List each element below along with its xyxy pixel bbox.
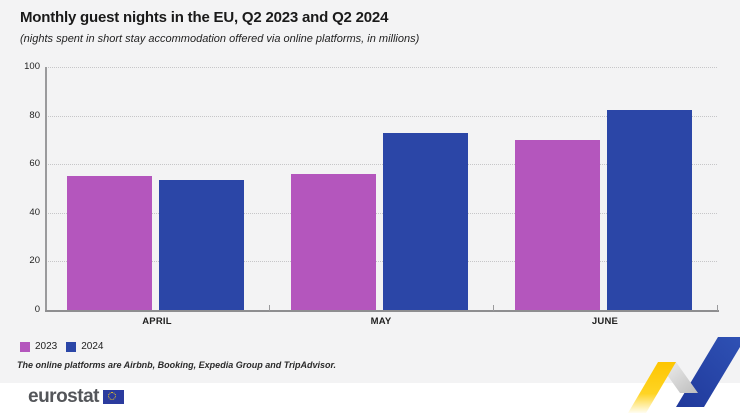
gridline-20 xyxy=(45,261,717,263)
y-axis-line xyxy=(45,67,47,310)
eurostat-logo-text: eurostat xyxy=(28,386,99,407)
bar-2023-april xyxy=(67,176,152,310)
legend-item-2024: 2024 xyxy=(66,341,104,352)
legend-label: 2023 xyxy=(35,341,58,352)
x-axis-label-april: APRIL xyxy=(142,316,172,327)
bar-2024-june xyxy=(607,109,692,310)
bar-2024-may xyxy=(383,132,468,310)
y-axis-label-40: 40 xyxy=(29,206,40,218)
legend-item-2023: 2023 xyxy=(20,341,57,352)
footer-strip: eurostat xyxy=(0,383,740,413)
footnote: The online platforms are Airbnb, Booking… xyxy=(17,360,337,370)
x-axis-tick xyxy=(493,305,494,311)
y-axis-label-0: 0 xyxy=(34,304,40,315)
bar-2023-may xyxy=(291,173,376,310)
gridline-100 xyxy=(45,67,717,68)
x-axis-tick xyxy=(269,305,270,311)
x-axis-tick xyxy=(717,305,718,311)
gridline-60 xyxy=(45,164,717,166)
chart-subtitle: (nights spent in short stay accommodatio… xyxy=(20,33,420,45)
bar-2024-april xyxy=(159,179,244,310)
legend-swatch-2024 xyxy=(66,341,77,352)
chart-title: Monthly guest nights in the EU, Q2 2023 … xyxy=(20,9,389,26)
x-axis-line xyxy=(45,310,719,312)
legend-swatch-2023 xyxy=(20,341,30,352)
bar-2023-june xyxy=(515,139,600,310)
eurostat-logo: eurostat xyxy=(28,386,124,408)
eurostat-zigzag-decoration-icon xyxy=(628,337,740,413)
legend-label: 2024 xyxy=(81,341,104,352)
x-axis-label-june: JUNE xyxy=(591,316,619,327)
y-axis-label-60: 60 xyxy=(29,158,40,170)
y-axis-label-80: 80 xyxy=(29,109,40,121)
chart-legend: 2023 2024 xyxy=(20,341,104,352)
gridline-80 xyxy=(45,115,717,117)
eu-flag-icon xyxy=(102,390,124,404)
y-axis-label-20: 20 xyxy=(29,255,40,267)
y-axis-label-100: 100 xyxy=(24,61,40,72)
gridline-40 xyxy=(45,212,717,214)
x-axis-label-may: MAY xyxy=(370,316,392,327)
